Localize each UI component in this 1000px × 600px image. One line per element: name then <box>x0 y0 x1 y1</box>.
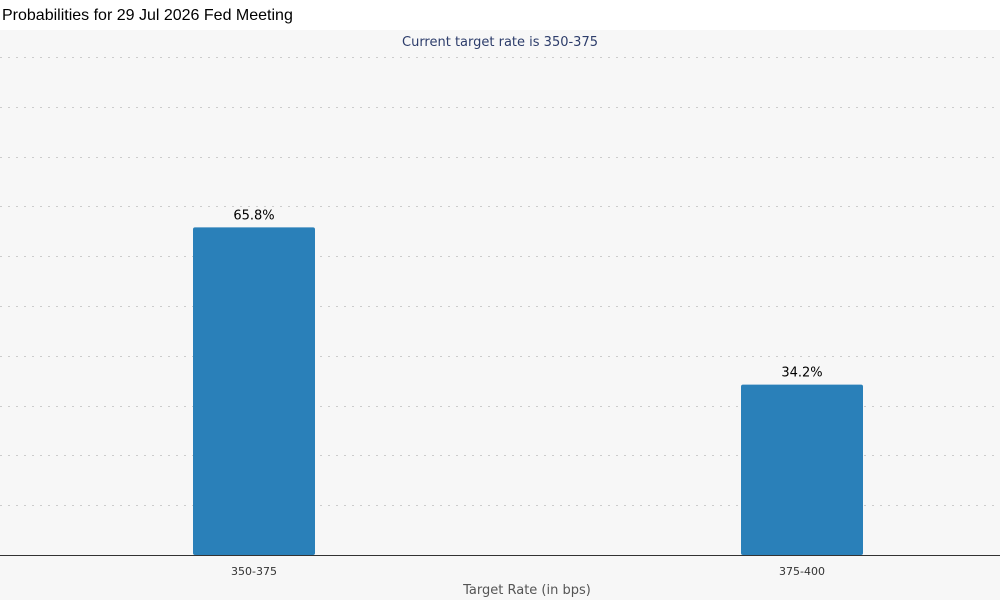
page-title: Probabilities for 29 Jul 2026 Fed Meetin… <box>2 6 295 26</box>
data-labels-group: 65.8% 34.2% <box>233 208 822 380</box>
bar-350-375[interactable] <box>193 227 315 556</box>
bar-375-400[interactable] <box>741 384 863 555</box>
data-label-350-375: 65.8% <box>233 208 274 223</box>
x-tick-label: 350-375 <box>231 565 277 578</box>
x-axis-title: Target Rate (in bps) <box>462 583 591 598</box>
x-tick-labels-group: 350-375 375-400 <box>231 565 825 578</box>
data-label-375-400: 34.2% <box>781 366 822 381</box>
x-tick-label: 375-400 <box>779 565 825 578</box>
bars-group <box>193 227 863 556</box>
chart-subtitle: Current target rate is 350-375 <box>402 35 598 50</box>
